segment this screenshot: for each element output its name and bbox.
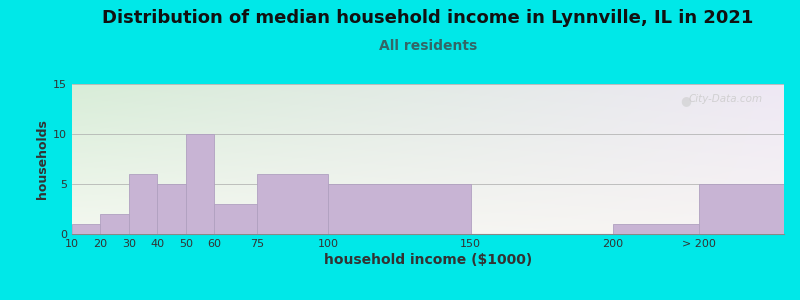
Text: All residents: All residents (379, 39, 477, 53)
Text: Distribution of median household income in Lynnville, IL in 2021: Distribution of median household income … (102, 9, 754, 27)
Bar (257, 174, 328, 234)
Bar (613, 224, 698, 234)
X-axis label: household income ($1000): household income ($1000) (324, 253, 532, 267)
Bar (328, 184, 470, 234)
Bar (698, 184, 784, 234)
Bar (158, 184, 186, 234)
Y-axis label: households: households (36, 119, 49, 199)
Bar (72, 224, 101, 234)
Bar (129, 174, 158, 234)
Text: ●: ● (681, 94, 692, 107)
Bar (101, 214, 129, 234)
Text: City-Data.com: City-Data.com (689, 94, 762, 104)
Bar (186, 134, 214, 234)
Bar (214, 204, 257, 234)
